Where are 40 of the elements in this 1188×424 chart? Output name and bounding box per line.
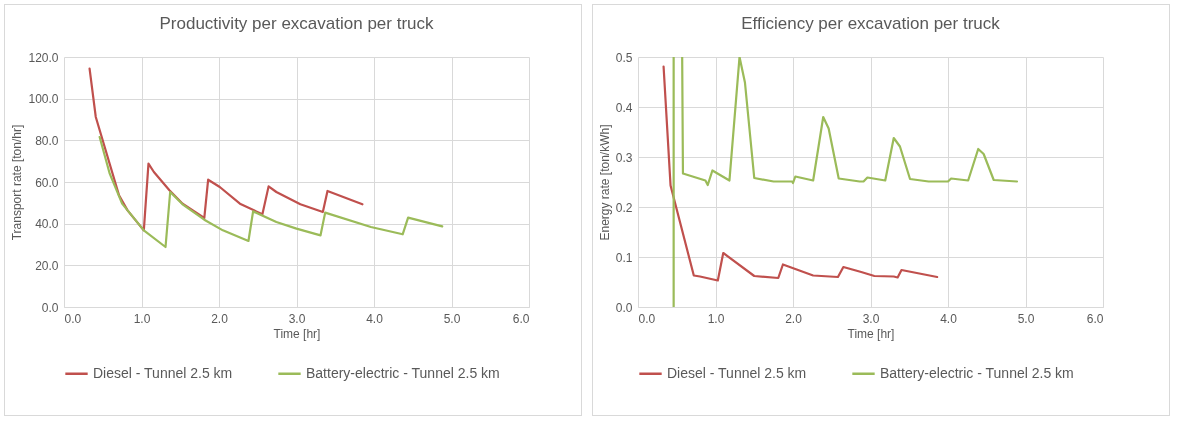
y-tick-label: 100.0	[28, 92, 59, 107]
x-tick-label: 6.0	[512, 311, 530, 326]
x-tick-label: 0.0	[64, 311, 82, 326]
chart-title: Efficiency per excavation per truck	[741, 14, 1001, 33]
x-tick-label: 2.0	[785, 311, 803, 326]
x-tick-label: 2.0	[211, 311, 229, 326]
y-tick-label: 0.5	[615, 50, 633, 65]
y-axis-title: Transport rate [ton/hr]	[10, 124, 25, 241]
y-tick-label: 0.0	[41, 300, 59, 315]
legend-label: Diesel - Tunnel 2.5 km	[93, 364, 233, 381]
x-tick-label: 3.0	[862, 311, 880, 326]
y-tick-label: 20.0	[35, 258, 59, 273]
line-series	[88, 67, 364, 232]
y-tick-label: 0.0	[615, 300, 633, 315]
x-tick-label: 0.0	[638, 311, 656, 326]
line-series	[98, 135, 444, 249]
x-tick-label: 6.0	[1086, 311, 1104, 326]
x-tick-label: 1.0	[707, 311, 725, 326]
x-tick-label: 5.0	[443, 311, 461, 326]
line-series	[662, 65, 939, 282]
y-tick-label: 0.2	[615, 200, 633, 215]
x-tick-label: 1.0	[133, 311, 151, 326]
y-tick-label: 0.3	[615, 150, 633, 165]
legend-label: Diesel - Tunnel 2.5 km	[667, 364, 807, 381]
y-tick-label: 120.0	[28, 50, 59, 65]
y-axis-title: Energy rate [ton/kWh]	[597, 124, 612, 241]
legend-label: Battery-electric - Tunnel 2.5 km	[306, 364, 500, 381]
y-tick-label: 60.0	[35, 175, 59, 190]
x-tick-label: 4.0	[940, 311, 958, 326]
y-tick-label: 0.4	[615, 100, 633, 115]
x-tick-label: 3.0	[288, 311, 306, 326]
legend-label: Battery-electric - Tunnel 2.5 km	[880, 364, 1074, 381]
x-axis-title: Time [hr]	[273, 326, 321, 341]
x-tick-label: 5.0	[1017, 311, 1035, 326]
y-tick-label: 0.1	[615, 250, 633, 265]
y-tick-label: 80.0	[35, 133, 59, 148]
x-axis-title: Time [hr]	[847, 326, 895, 341]
y-tick-label: 40.0	[35, 217, 59, 232]
x-tick-label: 4.0	[366, 311, 384, 326]
chart-title: Productivity per excavation per truck	[159, 14, 434, 33]
